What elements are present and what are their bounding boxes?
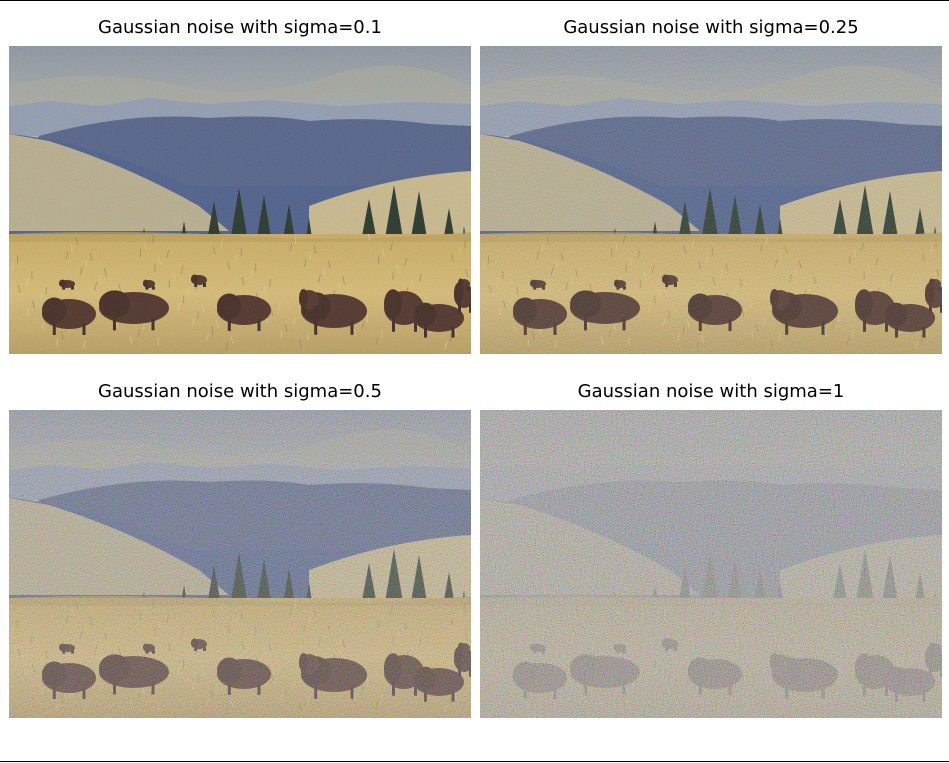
noise-overlay: [480, 46, 942, 354]
noise-overlay: [480, 410, 942, 718]
noisy-bison-image: [9, 46, 471, 354]
panel-title: Gaussian noise with sigma=0.1: [98, 17, 382, 38]
figure-top-border: [0, 0, 949, 1]
noisy-bison-image: [9, 410, 471, 718]
panel-title: Gaussian noise with sigma=1: [577, 381, 845, 402]
contrast-wash: [9, 410, 471, 718]
panel-title: Gaussian noise with sigma=0.25: [563, 17, 859, 38]
noise-overlay: [9, 46, 471, 354]
panel-title: Gaussian noise with sigma=0.5: [98, 381, 382, 402]
noise-overlay: [9, 410, 471, 718]
noisy-bison-image: [480, 46, 942, 354]
contrast-wash: [480, 410, 942, 718]
noisy-bison-image: [480, 410, 942, 718]
figure-bottom-border: [0, 761, 949, 762]
